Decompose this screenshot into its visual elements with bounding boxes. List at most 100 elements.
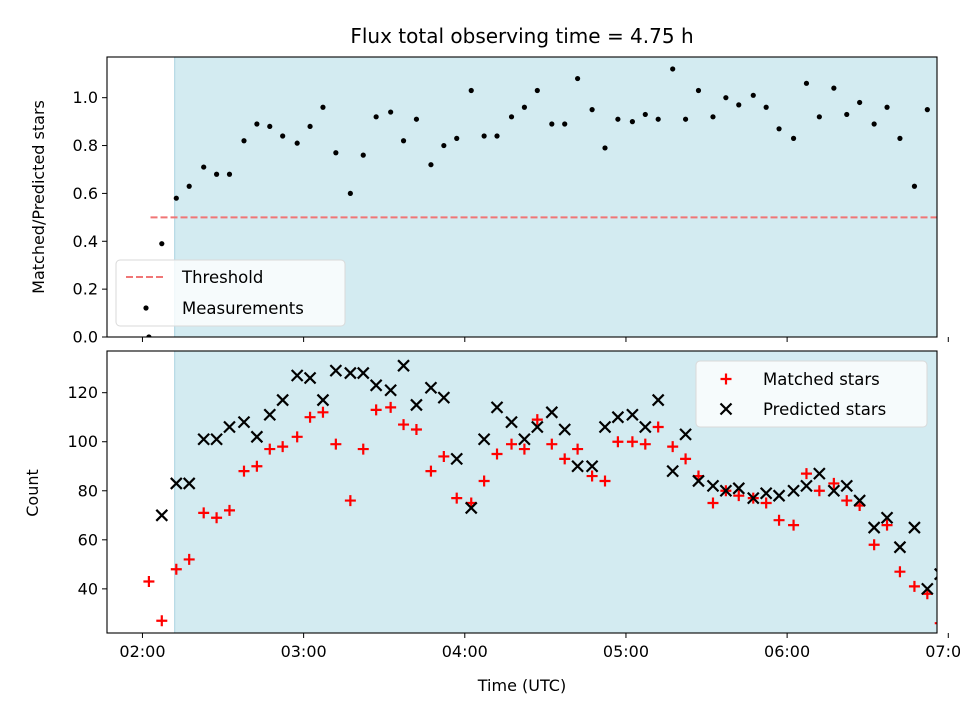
measurement-point: [790, 135, 797, 141]
measurement-point: [831, 85, 837, 91]
predicted-stars-point: [384, 383, 397, 397]
predicted-stars-point: [450, 452, 464, 466]
predicted-stars-point: [908, 521, 921, 534]
measurement-point: [201, 164, 207, 170]
legend-measurements-label: Measurements: [182, 299, 304, 318]
legend-predicted-stars-swatch: [719, 402, 733, 416]
matched-stars-point: [451, 492, 463, 504]
legend-matched-stars-swatch: [720, 373, 732, 385]
predicted-stars-point: [598, 420, 612, 434]
measurement-point: [213, 171, 220, 177]
measurement-point: [911, 183, 918, 189]
matched-stars-point: [183, 553, 195, 565]
matched-stars-point: [612, 436, 624, 448]
matched-stars-point: [639, 438, 651, 450]
predicted-stars-point: [719, 484, 733, 498]
predicted-stars-point: [853, 494, 866, 507]
top-y-tick-label: 0.6: [73, 184, 98, 203]
top-legend-box: [115, 259, 346, 327]
measurement-point: [146, 334, 152, 337]
measurement-point: [280, 133, 286, 139]
measurement-point: [816, 114, 822, 120]
measurement-point: [267, 123, 273, 130]
measurement-point: [871, 121, 877, 127]
matched-stars-point: [491, 448, 503, 460]
measurement-point: [655, 116, 661, 122]
matched-stars-point: [478, 475, 490, 487]
bottom-y-tick-label: 80: [78, 481, 98, 500]
predicted-stars-point: [626, 408, 639, 422]
measurement-point: [549, 121, 555, 127]
matched-stars-point: [385, 401, 397, 413]
predicted-stars-point: [800, 479, 813, 493]
measurement-point: [629, 119, 635, 125]
bottom-y-axis-label: Count: [23, 469, 42, 517]
x-axis-label: Time (UTC): [477, 676, 566, 695]
matched-stars-point: [211, 512, 223, 524]
measurement-point: [670, 66, 676, 72]
measurement-point: [682, 116, 689, 122]
matched-stars-point: [586, 470, 598, 482]
matched-stars-point: [788, 519, 800, 531]
top-y-tick-label: 0.4: [73, 232, 98, 251]
bottom-series-2: [155, 359, 937, 596]
top-y-tick-label: 0.2: [73, 280, 98, 299]
bottom-x-tick-label: 05:00: [603, 642, 649, 661]
matched-stars-point: [680, 453, 692, 465]
top-legend: Threshold Measurements: [115, 259, 346, 327]
bottom-y-tick-label: 120: [67, 383, 98, 402]
matched-stars-point: [438, 450, 450, 462]
bottom-legend: Matched stars Predicted stars: [695, 360, 928, 428]
measurement-point: [347, 190, 353, 197]
measurement-point: [723, 95, 729, 101]
predicted-stars-point: [437, 391, 451, 404]
matched-stars-point: [251, 460, 263, 472]
matched-stars-point: [546, 438, 558, 450]
bottom-axes-frame: [106, 350, 938, 634]
top-series-1: [146, 66, 957, 339]
legend-predicted-stars-label: Predicted stars: [763, 400, 886, 419]
predicted-stars-point: [316, 393, 330, 407]
measurement-point: [254, 121, 260, 127]
matched-stars-point: [330, 438, 342, 450]
measurement-point: [695, 87, 702, 94]
predicted-stars-point: [706, 479, 720, 493]
measurement-point: [454, 135, 460, 141]
predicted-stars-point: [155, 509, 169, 522]
measurement-point: [897, 135, 903, 141]
predicted-stars-point: [477, 433, 491, 446]
predicted-stars-point: [170, 477, 183, 490]
measurement-point: [307, 123, 313, 130]
matched-stars-point: [277, 441, 289, 453]
matched-stars-point: [410, 423, 422, 435]
matched-stars-point: [506, 438, 518, 450]
predicted-stars-point: [651, 393, 665, 407]
predicted-stars-point: [893, 540, 907, 554]
predicted-stars-point: [787, 484, 800, 498]
measurement-point: [521, 104, 528, 110]
matched-stars-point: [881, 519, 893, 531]
matched-stars-point: [170, 563, 182, 575]
matched-stars-point: [828, 477, 840, 489]
measurement-point: [226, 171, 233, 177]
matched-stars-point: [559, 453, 571, 465]
top-y-tick-label: 1.0: [73, 88, 98, 107]
measurement-point: [710, 114, 716, 120]
predicted-stars-point: [410, 398, 423, 412]
predicted-stars-point: [329, 364, 343, 377]
matched-stars-point: [198, 507, 210, 519]
measurement-point: [575, 75, 581, 82]
matched-stars-point: [667, 441, 679, 453]
measurement-point: [241, 138, 247, 144]
matched-stars-point: [425, 465, 437, 477]
predicted-stars-point: [692, 474, 705, 488]
chart-title: Flux total observing time = 4.75 h: [350, 24, 693, 48]
predicted-stars-point: [759, 486, 773, 500]
matched-stars-point: [518, 443, 530, 455]
predicted-stars-point: [639, 420, 652, 434]
measurement-point: [952, 334, 957, 339]
predicted-stars-point: [290, 369, 304, 382]
measurement-point: [589, 107, 595, 113]
predicted-stars-point: [197, 433, 210, 446]
predicted-stars-point: [276, 393, 289, 407]
